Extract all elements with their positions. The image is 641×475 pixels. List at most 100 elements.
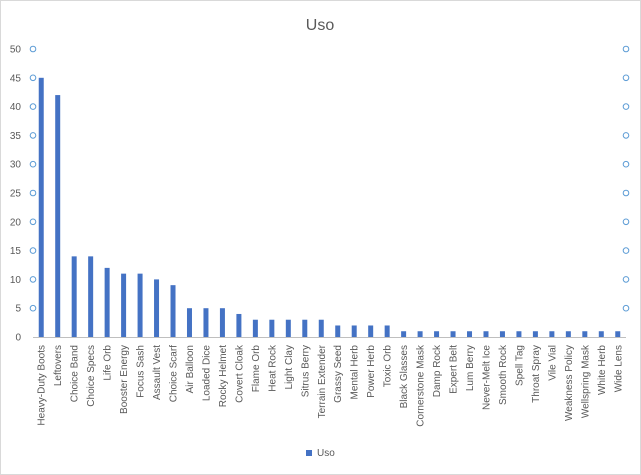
legend-swatch xyxy=(306,450,312,456)
bar xyxy=(467,331,473,337)
left-marker xyxy=(29,247,37,254)
bar xyxy=(186,308,192,337)
bar xyxy=(516,331,522,337)
y-axis: 0 5 10 15 20 25 30 35 40 45 50 xyxy=(10,45,22,344)
right-marker xyxy=(622,103,630,110)
x-tick-label: Weakness Policy xyxy=(564,345,575,421)
right-marker xyxy=(622,74,630,82)
bar xyxy=(615,331,621,337)
bar xyxy=(38,77,44,338)
right-marker xyxy=(622,189,630,197)
bar xyxy=(252,319,258,337)
bar xyxy=(203,308,209,337)
y-tick-label: 15 xyxy=(10,246,22,257)
bar xyxy=(483,331,489,337)
x-tick-label: Spell Tag xyxy=(514,345,525,386)
bar xyxy=(434,331,440,337)
x-tick-label: Rocky Helmet xyxy=(218,345,229,407)
y-tick-label: 0 xyxy=(15,333,21,344)
x-tick-label: Grassy Seed xyxy=(333,345,344,403)
bar xyxy=(401,331,407,337)
left-marker xyxy=(29,189,37,197)
left-marker xyxy=(29,132,37,139)
bar xyxy=(549,331,555,337)
x-tick-label: Heavy-Duty Boots xyxy=(37,345,48,426)
left-marker xyxy=(29,160,37,168)
x-tick-label: Booster Energy xyxy=(119,345,130,414)
y-tick-label: 35 xyxy=(10,131,22,142)
bar xyxy=(137,273,143,337)
x-tick-label: Vile Vial xyxy=(547,345,558,381)
bar xyxy=(598,331,604,337)
bar xyxy=(121,273,127,337)
right-marker xyxy=(622,276,630,283)
left-marker xyxy=(29,45,37,53)
right-marker xyxy=(622,45,630,53)
left-marker xyxy=(29,304,37,312)
x-tick-label: Heat Rock xyxy=(267,344,278,392)
bar xyxy=(55,95,61,337)
x-axis: Heavy-Duty Boots Leftovers Choice Band Choi… xyxy=(33,337,626,427)
x-tick-label: Wide Lens xyxy=(613,345,624,392)
bar xyxy=(532,331,538,337)
x-tick-label: Sitrus Berry xyxy=(300,345,311,397)
bar xyxy=(88,256,94,337)
bar xyxy=(565,331,571,337)
x-tick-label: Damp Rock xyxy=(432,344,443,397)
y-tick-label: 25 xyxy=(10,189,22,200)
left-marker xyxy=(29,276,37,283)
y-tick-label: 40 xyxy=(10,102,22,113)
y-tick-label: 20 xyxy=(10,217,22,228)
chart-title: Uso xyxy=(306,17,335,34)
x-tick-label: Power Herb xyxy=(366,345,377,398)
x-tick-label: Covert Cloak xyxy=(234,344,245,403)
bar xyxy=(499,331,505,337)
edge-markers xyxy=(29,45,630,312)
x-tick-label: Cornerstone Mask xyxy=(416,344,427,427)
x-tick-label: Black Glasses xyxy=(399,345,410,408)
left-marker xyxy=(29,103,37,110)
x-tick-label: Toxic Orb xyxy=(383,345,394,388)
bar xyxy=(302,319,308,337)
bars xyxy=(38,77,621,338)
legend: Uso xyxy=(306,448,335,459)
bar xyxy=(450,331,456,337)
y-tick-label: 50 xyxy=(10,45,22,56)
x-tick-label: Throat Spray xyxy=(531,345,542,403)
bar xyxy=(318,319,324,337)
x-tick-label: Assault Vest xyxy=(152,345,163,400)
bar xyxy=(384,325,390,337)
x-tick-label: White Herb xyxy=(597,345,608,395)
x-tick-label: Light Clay xyxy=(284,345,295,389)
right-marker xyxy=(622,160,630,168)
x-tick-label: Choice Scarf xyxy=(169,345,180,402)
bar xyxy=(351,325,357,337)
x-tick-label: Focus Sash xyxy=(136,345,147,398)
x-tick-label: Choice Specs xyxy=(86,345,97,407)
right-marker xyxy=(622,247,630,254)
y-tick-label: 10 xyxy=(10,275,22,286)
x-tick-label: Leftovers xyxy=(53,345,64,386)
left-marker xyxy=(29,218,37,226)
bar xyxy=(170,285,176,337)
y-tick-label: 30 xyxy=(10,160,22,171)
bar xyxy=(335,325,341,337)
x-tick-label: Flame Orb xyxy=(251,345,262,393)
bar xyxy=(269,319,275,337)
right-marker xyxy=(622,304,630,312)
bar xyxy=(582,331,588,337)
x-tick-label: Terrain Extender xyxy=(317,344,328,418)
bar xyxy=(417,331,423,337)
y-tick-label: 5 xyxy=(15,304,21,315)
bar xyxy=(236,313,242,337)
bar xyxy=(71,256,77,337)
bar xyxy=(104,267,110,337)
x-tick-label: Choice Band xyxy=(70,345,81,402)
bar xyxy=(154,279,160,337)
x-tick-label: Wellspring Mask xyxy=(580,344,591,418)
y-tick-label: 45 xyxy=(10,73,22,84)
x-tick-label: Mental Herb xyxy=(350,345,361,400)
x-tick-label: Life Orb xyxy=(103,345,114,381)
